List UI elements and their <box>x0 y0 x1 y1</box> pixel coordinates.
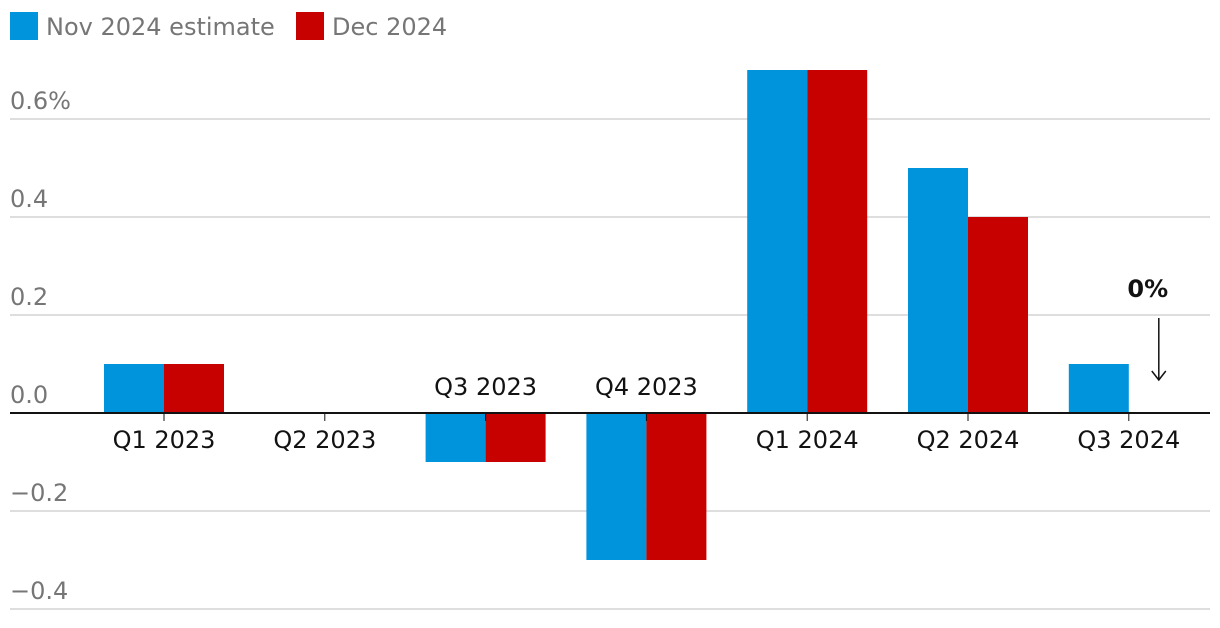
x-tick-label-q2-2024: Q2 2024 <box>917 426 1020 454</box>
legend-label-dec-2024: Dec 2024 <box>332 13 447 41</box>
legend-swatch-dec-2024 <box>296 12 324 40</box>
y-tick-label: 0.6% <box>10 87 71 115</box>
y-tick-label: 0.4 <box>10 185 48 213</box>
bar-nov-2024-estimate-q1-2023 <box>104 364 164 413</box>
bar-nov-2024-estimate-q1-2024 <box>747 70 808 413</box>
bar-nov-2024-estimate-q3-2023 <box>425 413 486 462</box>
bar-nov-2024-estimate-q4-2023 <box>586 413 647 560</box>
x-axis-tick-labels: Q1 2023 Q2 2023 Q3 2023 Q4 2023 Q1 2024 Q2 20… <box>113 373 1181 454</box>
bar-dec-2024-q1-2023 <box>164 364 224 413</box>
legend: Nov 2024 estimate Dec 2024 <box>10 12 447 41</box>
y-tick-label: −0.4 <box>10 577 68 605</box>
legend-swatch-nov-2024-estimate <box>10 12 38 40</box>
bar-nov-2024-estimate-q3-2024 <box>1068 364 1129 413</box>
x-tick-label-q1-2023: Q1 2023 <box>113 426 216 454</box>
annotation-label: 0% <box>1127 275 1168 303</box>
x-tick-label-q3-2024: Q3 2024 <box>1077 426 1180 454</box>
x-tick-label-q1-2024: Q1 2024 <box>756 426 859 454</box>
x-tick-label-q3-2023: Q3 2023 <box>434 373 537 401</box>
annotation: 0% <box>1127 275 1168 382</box>
y-tick-label: −0.2 <box>10 479 68 507</box>
y-tick-label: 0.2 <box>10 283 48 311</box>
legend-label-nov-2024-estimate: Nov 2024 estimate <box>46 13 275 41</box>
x-tick-label-q2-2023: Q2 2023 <box>273 426 376 454</box>
bars <box>104 70 1129 560</box>
x-tick-label-q4-2023: Q4 2023 <box>595 373 698 401</box>
annotation-arrow-head <box>1151 370 1167 382</box>
bar-dec-2024-q3-2023 <box>485 413 546 462</box>
bar-dec-2024-q2-2024 <box>968 217 1028 413</box>
y-axis-tick-labels: 0.6% 0.4 0.2 0.0 −0.2 −0.4 <box>10 87 71 605</box>
bar-dec-2024-q1-2024 <box>807 70 868 413</box>
bar-nov-2024-estimate-q2-2024 <box>908 168 968 413</box>
y-tick-label: 0.0 <box>10 381 48 409</box>
bar-dec-2024-q4-2023 <box>646 413 707 560</box>
